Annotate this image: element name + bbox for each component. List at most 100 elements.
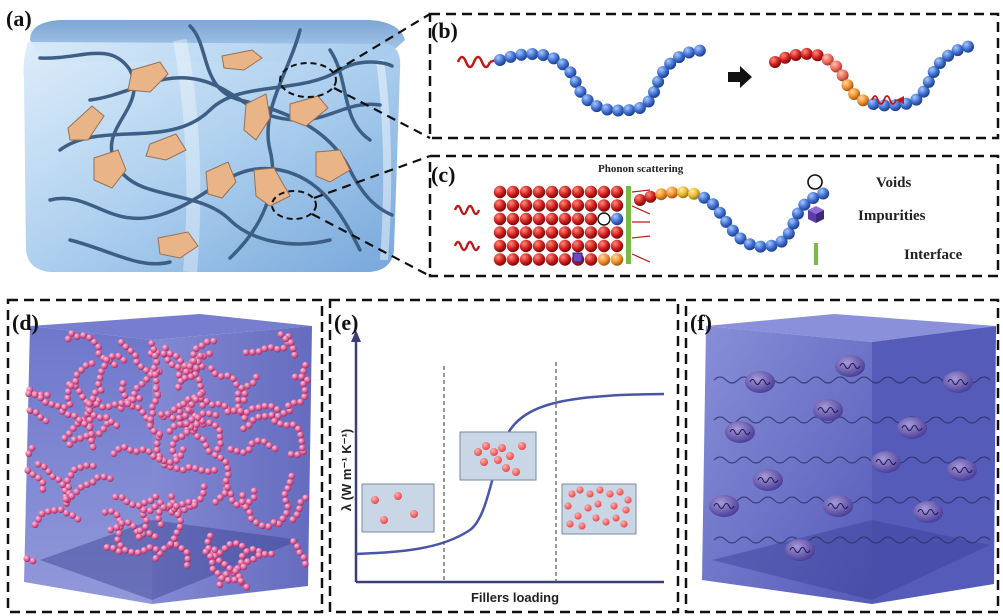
filler-ball [124,400,132,408]
filler-ball [28,444,36,452]
filler-ball [152,555,160,562]
filler-ball [302,494,309,502]
embedded-fillers [709,355,977,561]
chain-bead [857,94,870,107]
filler-ball [298,438,305,445]
filler-ball [178,545,186,552]
filler-ball [150,452,157,460]
filler-ball [275,520,283,528]
lattice-atom [571,212,585,226]
filler-ball [207,365,215,372]
lattice-atom [571,185,585,199]
filler-ball [196,391,204,398]
filler-ball [217,454,225,462]
filler-ball [80,332,87,339]
filler-ball [128,548,136,556]
filler-ball [290,538,297,545]
filler-ball [216,494,224,501]
filler-ball [179,446,187,453]
filler-ball [246,509,254,516]
filler-ball [179,500,186,508]
filler-ball [301,560,309,568]
filler-ball [206,532,214,540]
filler-ball [211,546,219,554]
filler-ball [181,362,189,370]
chain-bead [830,60,843,73]
filler-ball [271,417,278,425]
filler-ball [255,404,263,412]
lattice-atom [519,253,533,266]
chain-bead [933,57,946,70]
filler-ball [198,342,206,349]
filler-ball [89,462,97,470]
filler-ball [143,376,151,383]
filler-ball [183,368,190,376]
chain-bead [612,104,625,117]
panel-d-label: (d) [12,310,39,335]
filler-ball [45,468,52,475]
filler-ball [113,511,121,519]
filler-ball [203,397,211,405]
chain-bead [677,186,690,199]
filler-ball [177,452,185,459]
filler-ball [160,545,168,552]
lattice-atom [545,199,559,212]
filler-ball [68,492,76,500]
filler-ball [265,442,273,450]
filler-ball [61,434,68,442]
filler-ball [283,421,291,429]
filler-ball [154,391,162,399]
filler-ball [118,386,126,394]
filler-ball [216,549,224,557]
filler-ball [130,522,137,530]
lattice-atom [571,199,585,212]
filler-ball [101,362,108,370]
chain-bead [782,227,795,240]
filler-ball [89,443,97,451]
filler-ball [221,561,229,568]
filler-ball [88,360,96,367]
filler-ball [224,483,231,491]
filler-ball [119,380,127,387]
filler-ball [244,558,251,565]
filler-ball [136,527,144,535]
chain-bead [841,79,854,92]
filler-ball [199,410,207,417]
lattice-atom [519,212,533,226]
filler-ball [106,475,114,482]
filler-ball [101,508,109,516]
filler-ball [173,457,180,464]
filler-ball [96,414,104,421]
filler-ball [54,402,62,410]
chain-bead [889,99,902,112]
chain-bead [634,194,646,206]
filler-ball [174,363,182,371]
lattice-atom [506,199,520,212]
filler-ball [279,515,287,523]
chain-bead [504,50,517,63]
filler-ball [111,361,118,369]
filler-ball [254,437,262,445]
filler-ball [72,377,80,385]
filler-ball [138,380,146,388]
filler-ball [192,464,199,472]
filler-ball [298,373,305,381]
filler-ball [216,581,224,589]
filler-ball [61,404,68,411]
lattice-atom [506,212,520,226]
lattice-atom [519,199,533,212]
filler-ball [105,403,113,410]
chain-bead [581,94,594,107]
filler-ball [150,427,158,435]
filler-ball [188,416,196,424]
filler-ball [133,384,141,392]
filler-ball [233,447,241,455]
filler-ball [64,335,72,343]
chain-bead [687,187,700,200]
filler-ball [152,397,159,405]
filler-ball [255,348,263,355]
filler-ball [117,338,125,346]
zoom-connectors [311,13,431,277]
chain-bead [623,104,636,117]
